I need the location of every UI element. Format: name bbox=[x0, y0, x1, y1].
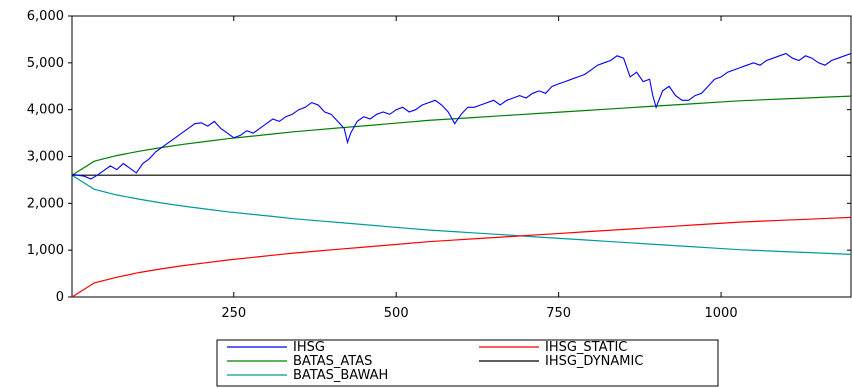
series-layer bbox=[71, 52, 852, 298]
series-line-batas-atas bbox=[71, 95, 852, 176]
legend-label: IHSG_STATIC bbox=[545, 340, 627, 355]
legend: IHSG IHSG_STATIC BATAS_ATAS IHSG_DYNAMIC BAT… bbox=[216, 339, 719, 387]
y-tick-label: 5,000 bbox=[27, 56, 64, 71]
series-line-ihsg bbox=[71, 52, 852, 180]
y-tick-label: 1,000 bbox=[27, 243, 64, 258]
y-tick-label: 3,000 bbox=[27, 150, 64, 165]
y-tick-label: 0 bbox=[56, 290, 64, 305]
y-axis: 0 1,000 2,000 3,000 4,000 5,000 6,000 bbox=[27, 9, 851, 305]
legend-label: BATAS_BAWAH bbox=[293, 368, 388, 383]
plot-area bbox=[71, 15, 852, 298]
y-tick-label: 4,000 bbox=[27, 103, 64, 118]
legend-label: IHSG_DYNAMIC bbox=[545, 354, 643, 369]
y-tick-label: 2,000 bbox=[27, 196, 64, 211]
y-tick-label: 6,000 bbox=[27, 9, 64, 24]
series-line-ihsg-static bbox=[71, 216, 852, 298]
x-tick-label: 500 bbox=[384, 306, 409, 321]
x-tick-label: 250 bbox=[221, 306, 246, 321]
legend-label: IHSG bbox=[293, 340, 325, 355]
legend-box bbox=[216, 339, 719, 387]
x-tick-label: 750 bbox=[546, 306, 571, 321]
legend-label: BATAS_ATAS bbox=[293, 354, 372, 369]
x-tick-label: 1000 bbox=[705, 306, 738, 321]
x-axis: 250 500 750 1000 bbox=[221, 16, 738, 321]
series-line-batas-bawah bbox=[71, 174, 852, 255]
